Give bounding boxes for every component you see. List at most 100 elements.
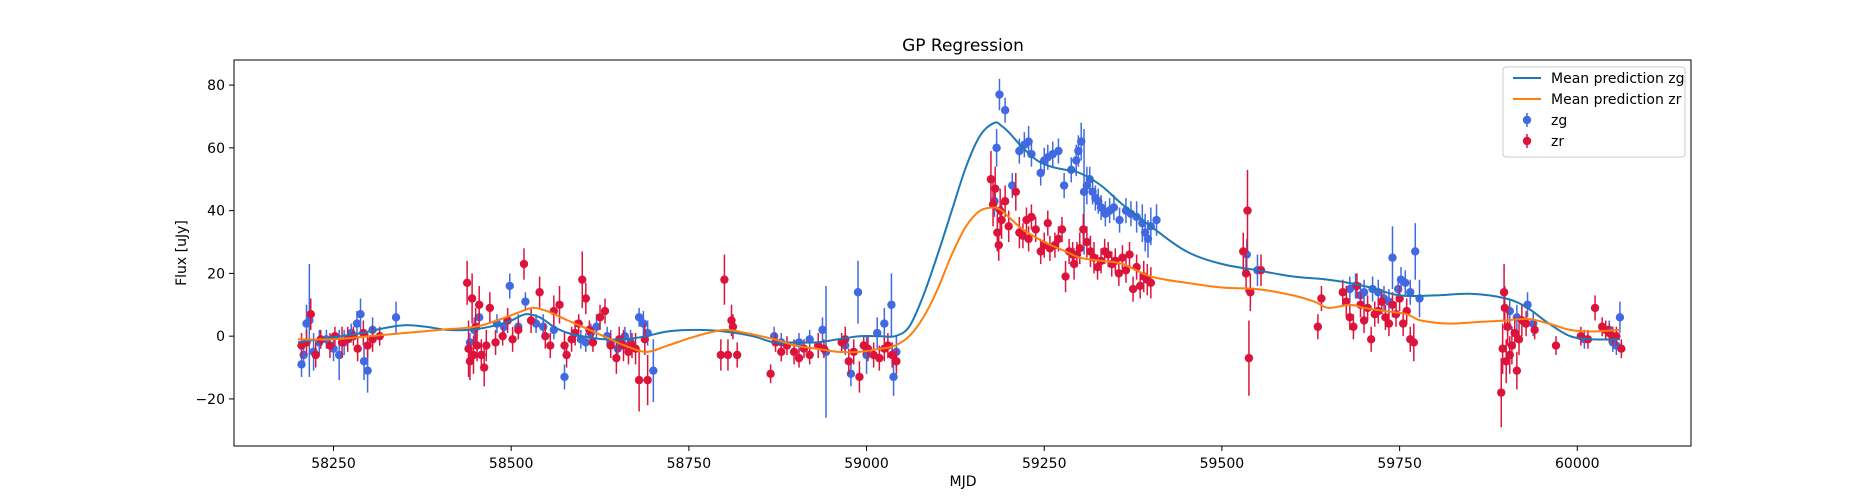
point-zg	[592, 322, 601, 331]
y-tick-label: 0	[216, 329, 225, 345]
point-zr	[892, 357, 901, 366]
point-zr	[1057, 225, 1067, 234]
y-tick-label: 20	[207, 266, 225, 282]
point-zr	[1388, 300, 1397, 309]
point-zg	[818, 325, 827, 335]
point-zr	[368, 335, 377, 344]
x-tick-label: 58500	[489, 456, 534, 472]
point-zr	[482, 341, 491, 350]
point-zr	[560, 341, 569, 350]
point-zg	[995, 90, 1004, 99]
point-zg	[846, 369, 856, 379]
point-zr	[1000, 197, 1010, 206]
point-zr	[720, 275, 729, 284]
point-zr	[1313, 322, 1323, 331]
point-zg	[1615, 313, 1625, 322]
y-axis-label: Flux [uJy]	[174, 220, 190, 286]
point-zr	[994, 240, 1003, 250]
point-zr	[1061, 272, 1070, 281]
point-zr	[485, 303, 495, 313]
point-zg	[992, 143, 1001, 153]
point-zr	[1135, 281, 1145, 291]
point-zr	[1317, 294, 1326, 303]
point-zr	[519, 259, 529, 269]
point-zg	[363, 366, 372, 375]
point-zr	[732, 350, 742, 360]
line-mean-prediction-zg	[297, 121, 1620, 344]
y-tick-label: 40	[207, 204, 225, 220]
point-zr	[1505, 350, 1514, 360]
x-axis-label: MJD	[950, 474, 977, 490]
point-zr	[1125, 250, 1134, 259]
point-zr	[475, 300, 484, 309]
point-zr	[363, 341, 372, 350]
y-tick-label: −20	[195, 392, 225, 408]
point-zg	[1015, 146, 1024, 156]
point-zg	[391, 313, 401, 322]
point-zr	[1004, 222, 1013, 231]
point-zg	[880, 319, 889, 328]
point-zr	[1590, 303, 1600, 313]
point-zr	[777, 347, 786, 357]
point-zr	[1128, 284, 1138, 294]
point-zr	[723, 350, 733, 360]
point-zr	[581, 294, 591, 303]
x-tick-label: 59250	[1022, 456, 1067, 472]
point-zr	[716, 350, 726, 360]
point-zr	[306, 309, 315, 319]
point-zg	[1388, 253, 1397, 262]
series-zr	[297, 151, 1626, 428]
point-zr	[1114, 269, 1124, 278]
point-zg	[1096, 203, 1106, 212]
x-tick-label: 59750	[1377, 456, 1422, 472]
point-zr	[1338, 288, 1347, 297]
point-zg	[889, 372, 898, 382]
point-zr	[844, 357, 853, 366]
point-zr	[578, 275, 587, 284]
point-zr	[1398, 319, 1408, 328]
point-zr	[462, 278, 472, 288]
point-zr	[526, 316, 536, 325]
line-mean-prediction-zr	[297, 206, 1620, 354]
axes-frame	[233, 59, 1692, 447]
point-zr	[634, 375, 644, 385]
point-zr	[1031, 225, 1040, 234]
point-zr	[855, 372, 864, 382]
point-zr	[1514, 335, 1524, 344]
point-zr	[325, 341, 335, 350]
point-zg	[1152, 215, 1161, 225]
point-zr	[1024, 234, 1033, 244]
point-zr	[1121, 266, 1131, 275]
point-zr	[1246, 288, 1255, 297]
point-zr	[1409, 338, 1419, 347]
point-zr	[1146, 278, 1156, 288]
point-zr	[546, 341, 555, 350]
point-zr	[498, 331, 507, 341]
point-zr	[1104, 250, 1113, 259]
point-zr	[1079, 225, 1088, 234]
point-zr	[612, 353, 621, 363]
plot-area	[297, 78, 1626, 428]
point-zr	[1054, 234, 1063, 244]
point-zr	[1384, 319, 1394, 328]
point-zr	[1359, 316, 1369, 325]
point-zr	[789, 347, 799, 357]
point-zr	[1377, 297, 1387, 306]
point-zr	[1366, 335, 1376, 344]
point-zg	[581, 338, 591, 347]
point-zg	[634, 313, 644, 322]
point-zg	[805, 335, 814, 344]
point-zg	[1406, 288, 1415, 297]
x-tick-label: 60000	[1555, 456, 1600, 472]
point-zr	[990, 184, 1000, 193]
point-zg	[1000, 106, 1010, 115]
point-zg	[1109, 203, 1119, 212]
point-zr	[465, 357, 475, 366]
point-zr	[311, 350, 320, 360]
point-zr	[1381, 313, 1390, 322]
legend-mean-prediction-zg-label: Mean prediction zg	[1551, 71, 1685, 87]
x-tick-label: 59000	[844, 456, 889, 472]
point-zr	[1497, 388, 1506, 397]
plot-content	[297, 78, 1626, 428]
